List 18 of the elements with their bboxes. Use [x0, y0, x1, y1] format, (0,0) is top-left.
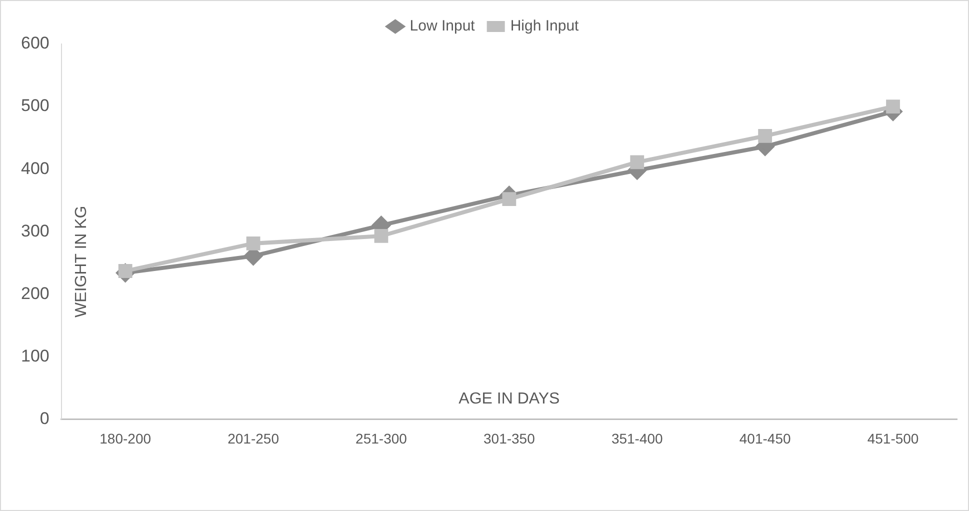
y-tick-label: 400	[20, 158, 50, 178]
x-axis-title: AGE IN DAYS	[458, 390, 560, 408]
x-tick-label: 451-500	[867, 430, 919, 446]
x-tick-label: 351-400	[611, 430, 664, 446]
x-tick-label: 301-350	[483, 430, 536, 446]
y-tick-label: 600	[20, 34, 50, 53]
y-axis-title: WEIGHT IN KG	[72, 206, 90, 318]
y-tick-label: 0	[40, 408, 50, 428]
x-tick-label: 401-450	[739, 430, 791, 446]
y-tick-label: 100	[20, 346, 50, 366]
x-tick-label: 201-250	[228, 430, 280, 446]
legend-label: Low Input	[410, 18, 476, 35]
y-tick-label: 500	[20, 96, 50, 116]
legend-label: High Input	[510, 18, 580, 35]
x-tick-label: 251-300	[356, 430, 408, 446]
x-tick-label: 180-200	[100, 430, 152, 446]
y-tick-label: 200	[20, 284, 50, 303]
y-tick-label: 300	[20, 221, 50, 240]
